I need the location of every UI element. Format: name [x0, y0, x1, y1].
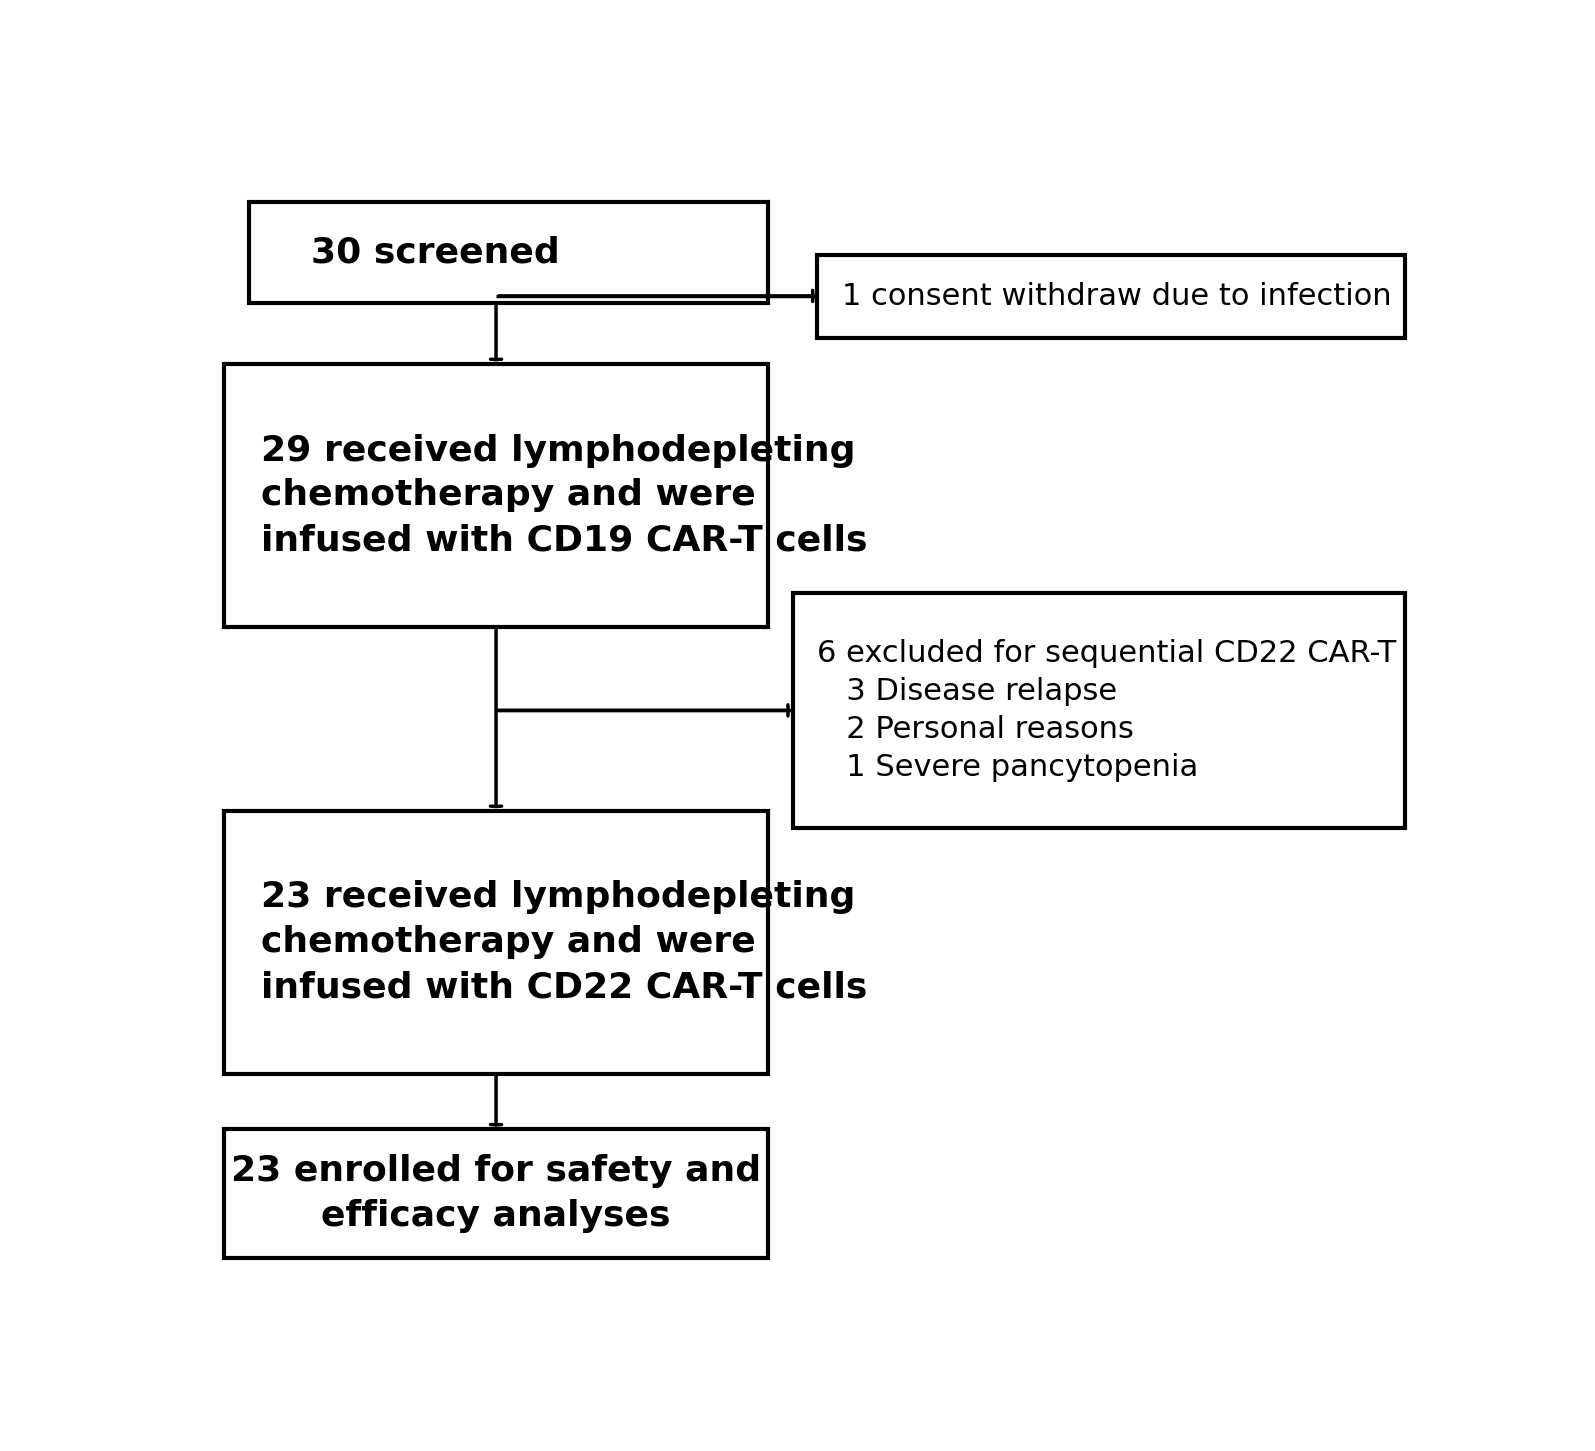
Bar	[793, 593, 1405, 827]
Bar	[223, 811, 769, 1074]
Text: 6 excluded for sequential CD22 CAR-T
   3 Disease relapse
   2 Personal reasons
: 6 excluded for sequential CD22 CAR-T 3 D…	[818, 638, 1397, 782]
Text: 30 screened: 30 screened	[311, 235, 560, 270]
Text: 23 received lymphodepleting
chemotherapy and were
infused with CD22 CAR-T cells: 23 received lymphodepleting chemotherapy…	[262, 881, 868, 1004]
Text: 1 consent withdraw due to infection: 1 consent withdraw due to infection	[842, 281, 1392, 311]
Bar	[223, 1129, 769, 1258]
Text: 29 received lymphodepleting
chemotherapy and were
infused with CD19 CAR-T cells: 29 received lymphodepleting chemotherapy…	[262, 434, 868, 557]
Bar	[249, 202, 769, 303]
Bar	[223, 364, 769, 627]
Bar	[818, 254, 1405, 338]
Text: 23 enrolled for safety and
efficacy analyses: 23 enrolled for safety and efficacy anal…	[231, 1154, 761, 1233]
